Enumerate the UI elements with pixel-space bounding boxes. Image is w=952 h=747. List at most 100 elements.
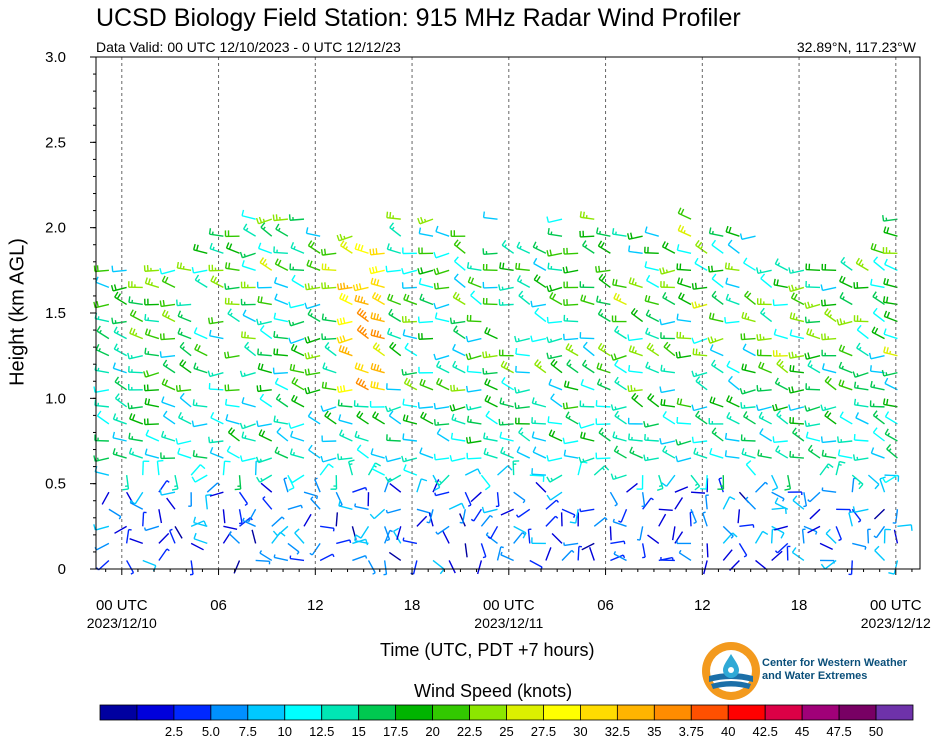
wind-barb xyxy=(260,222,273,237)
colorbar-swatch xyxy=(838,704,877,721)
wind-barb xyxy=(805,431,821,442)
wind-barb xyxy=(241,209,256,220)
wind-barb xyxy=(482,263,498,272)
wind-barb xyxy=(659,386,676,394)
wind-barb xyxy=(694,257,708,271)
wind-barb xyxy=(771,474,779,491)
wind-barb xyxy=(179,392,192,408)
wind-barb xyxy=(661,474,676,487)
wind-barb xyxy=(274,293,289,306)
wind-barb xyxy=(788,404,805,412)
wind-barb xyxy=(756,298,772,306)
colorbar-label: 22.5 xyxy=(457,724,482,739)
wind-barb xyxy=(851,477,857,493)
wind-barb xyxy=(370,448,385,459)
wind-barb xyxy=(189,560,194,576)
wind-barb xyxy=(174,525,183,539)
wind-barb xyxy=(435,225,450,237)
wind-barb xyxy=(708,312,724,323)
wind-barb xyxy=(241,260,256,271)
wind-barb xyxy=(418,277,434,289)
wind-barb xyxy=(610,404,627,411)
wind-barb xyxy=(892,509,899,524)
wind-barb xyxy=(660,364,675,374)
y-tick-label: 1.0 xyxy=(45,390,66,407)
wind-barb xyxy=(288,474,305,484)
wind-barb xyxy=(837,449,853,459)
wind-barb xyxy=(848,560,853,576)
wind-barb xyxy=(432,559,445,575)
colorbar-swatches xyxy=(99,704,914,721)
colorbar-swatch xyxy=(653,704,692,721)
wind-barb xyxy=(401,282,417,289)
colorbar-swatch xyxy=(875,704,914,721)
wind-barb xyxy=(789,312,805,323)
wind-barb xyxy=(485,532,498,544)
wind-barb xyxy=(788,267,805,274)
wind-barb xyxy=(759,428,773,442)
wind-barb xyxy=(452,343,466,357)
wind-barb xyxy=(495,492,500,508)
wind-barb xyxy=(483,447,498,459)
wind-barb xyxy=(244,341,257,357)
wind-barb xyxy=(820,559,837,570)
wind-barb xyxy=(319,553,335,562)
wind-barb xyxy=(707,265,724,273)
wind-barb xyxy=(695,376,708,391)
wind-barb xyxy=(663,341,676,357)
wind-barb xyxy=(870,380,885,391)
wind-barb xyxy=(487,525,499,540)
wind-barb xyxy=(435,377,450,391)
wind-barb xyxy=(93,300,110,309)
wind-barb xyxy=(464,491,472,507)
wind-barb xyxy=(739,524,755,528)
wind-barb xyxy=(641,492,646,508)
wind-barb xyxy=(545,499,559,510)
wind-barb xyxy=(227,308,240,323)
wind-barb xyxy=(466,365,482,374)
wind-barb xyxy=(179,341,192,357)
wind-barb xyxy=(722,532,738,544)
wind-barb xyxy=(709,396,724,408)
wind-barb xyxy=(582,341,595,357)
wind-barb xyxy=(453,273,466,288)
wind-barb xyxy=(128,281,143,289)
wind-barb xyxy=(853,398,869,408)
wind-barb xyxy=(659,318,676,326)
wind-barb xyxy=(259,550,273,562)
wind-barb xyxy=(369,248,385,256)
wind-barb xyxy=(470,491,482,503)
wind-barb xyxy=(662,410,676,425)
wind-barb xyxy=(546,491,563,501)
wind-barb xyxy=(534,307,547,323)
wind-barb xyxy=(745,496,757,510)
wind-barb xyxy=(776,410,789,425)
wind-barb xyxy=(722,525,734,539)
wind-barb xyxy=(742,343,756,357)
wind-barb xyxy=(531,397,547,408)
wind-barb xyxy=(208,329,224,340)
wind-barb xyxy=(240,331,256,340)
wind-barb xyxy=(336,282,353,291)
wind-barb xyxy=(807,491,821,503)
wind-barb xyxy=(224,351,240,359)
wind-barb xyxy=(789,450,804,459)
wind-barb xyxy=(242,517,256,527)
wind-barb xyxy=(210,275,224,289)
wind-barb xyxy=(403,377,418,391)
wind-barb xyxy=(691,370,708,378)
wind-barb xyxy=(839,275,853,289)
wind-barb xyxy=(820,299,837,307)
wind-barb xyxy=(869,400,885,408)
wind-barb xyxy=(711,290,724,306)
wind-barb xyxy=(176,299,192,307)
wind-barb xyxy=(466,314,482,323)
wind-barb xyxy=(676,244,692,254)
wind-barb xyxy=(643,421,659,428)
wind-barb xyxy=(271,516,285,527)
wind-barb xyxy=(516,241,531,254)
wind-barb xyxy=(821,263,837,272)
wind-barb xyxy=(848,510,855,527)
wind-barb xyxy=(855,257,869,271)
wind-barb xyxy=(883,528,891,544)
